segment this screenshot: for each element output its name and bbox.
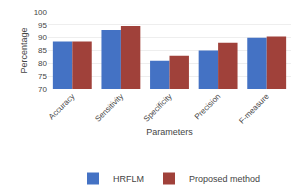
svg-text:85: 85	[38, 46, 47, 55]
svg-text:F-measure: F-measure	[237, 91, 271, 125]
svg-text:70: 70	[38, 85, 47, 94]
svg-text:Proposed method: Proposed method	[189, 174, 260, 184]
svg-text:Parameters: Parameters	[146, 127, 193, 137]
svg-text:80: 80	[38, 59, 47, 68]
svg-text:HRFLM: HRFLM	[113, 174, 144, 184]
svg-text:95: 95	[38, 21, 47, 30]
svg-text:Sensitivity: Sensitivity	[93, 92, 125, 124]
svg-text:Precision: Precision	[193, 92, 223, 122]
svg-text:100: 100	[34, 8, 48, 17]
svg-text:Percentage: Percentage	[19, 27, 29, 73]
svg-text:Accuracy: Accuracy	[47, 92, 77, 122]
svg-text:75: 75	[38, 72, 47, 81]
svg-text:Specificity: Specificity	[142, 92, 174, 124]
svg-text:90: 90	[38, 33, 47, 42]
